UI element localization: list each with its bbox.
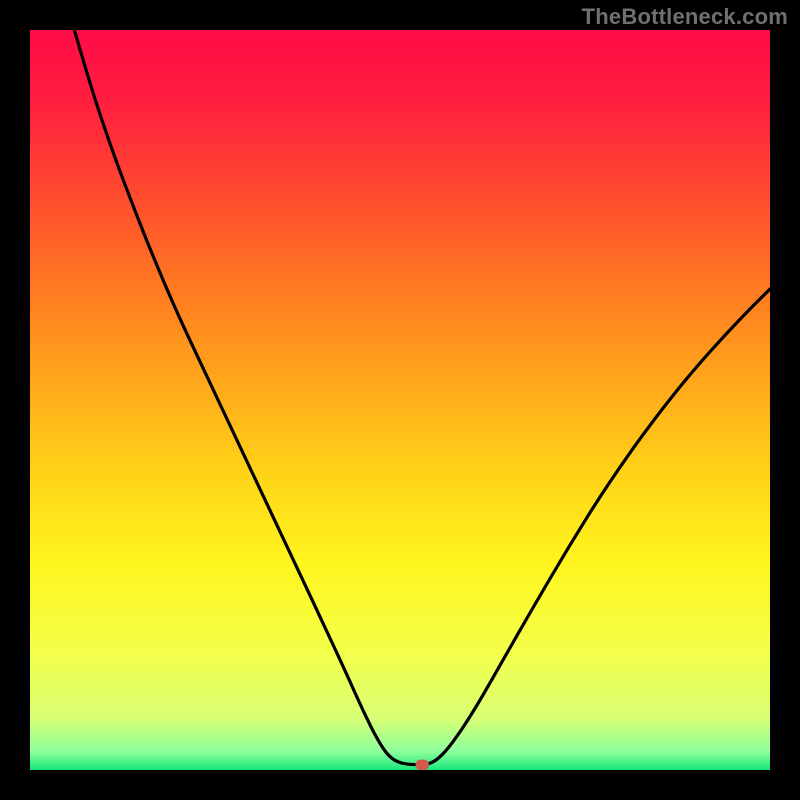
optimum-marker [416, 760, 429, 770]
bottleneck-curve-plot [0, 0, 800, 800]
watermark-text: TheBottleneck.com [582, 4, 788, 30]
plot-background [30, 30, 770, 770]
chart-container: TheBottleneck.com [0, 0, 800, 800]
